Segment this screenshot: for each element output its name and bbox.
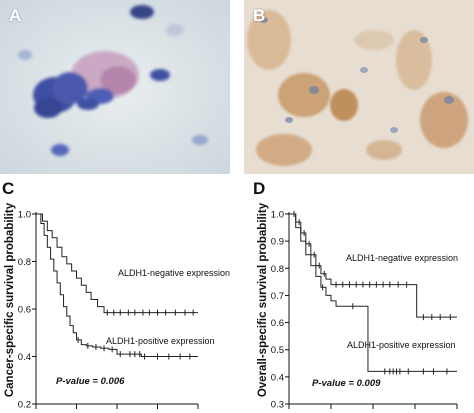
panel-b-micrograph	[244, 0, 474, 174]
chart-d-ytick-label: 0.6	[271, 318, 284, 329]
chart-d-p-value: P-value = 0.009	[312, 378, 381, 389]
chart-c-ytick-label: 0.6	[18, 305, 31, 316]
panel-b-stain-image	[244, 0, 474, 174]
panel-a-letter: A	[9, 6, 22, 25]
chart-c-series-2-line	[36, 213, 198, 357]
chart-d-series-2-label: ALDH1-positive expression	[347, 340, 456, 350]
panel-b-letter: B	[253, 6, 266, 25]
chart-d-ytick-label: 0.3	[271, 400, 284, 411]
chart-c-ytick-label: 0.8	[18, 257, 31, 268]
chart-c-ytick-label: 0.4	[18, 352, 31, 363]
chart-d-series-1-label: ALDH1-negative expression	[346, 253, 458, 263]
chart-d-ytick-label: 0.7	[271, 291, 284, 302]
chart-c-series-1-label: ALDH1-negative expression	[118, 268, 230, 278]
chart-c-ytick-label: 1.0	[18, 210, 31, 221]
chart-d-ytick-label: 0.4	[271, 372, 284, 383]
panel-d-letter: D	[253, 179, 266, 198]
chart-c-p-value: P-value = 0.006	[56, 376, 125, 387]
panel-c-letter: C	[2, 179, 15, 198]
chart-c-series-1-line	[36, 213, 198, 314]
chart-d-ylabel: Overall-specific survival probability	[257, 202, 269, 397]
chart-c-ytick-label: 0.2	[18, 400, 31, 411]
chart-d-ytick-label: 0.9	[271, 237, 284, 248]
chart-c-ylabel: Cancer-specific survival probability	[4, 202, 16, 397]
chart-c-series-2-label: ALDH1-positive expression	[106, 336, 215, 346]
chart-d-ytick-label: 0.5	[271, 345, 284, 356]
chart-d-ytick-label: 1.0	[271, 210, 284, 221]
chart-d-ytick-label: 0.8	[271, 264, 284, 275]
panel-a-stain-image	[0, 0, 230, 174]
chart-d-series-2-line	[289, 213, 457, 372]
panel-a-micrograph	[0, 0, 230, 174]
chart-d-series-1-line	[289, 213, 457, 318]
